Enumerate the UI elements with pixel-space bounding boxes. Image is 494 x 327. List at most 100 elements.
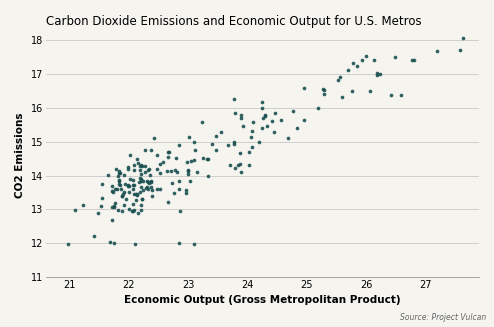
Point bbox=[98, 196, 106, 201]
Point bbox=[132, 197, 140, 202]
Point bbox=[184, 171, 192, 176]
Point bbox=[126, 153, 134, 158]
Point bbox=[259, 115, 267, 121]
Point bbox=[136, 176, 144, 181]
Point bbox=[362, 53, 370, 58]
Point bbox=[373, 70, 381, 75]
Point bbox=[375, 71, 383, 77]
Point bbox=[433, 48, 441, 53]
Point bbox=[130, 162, 138, 167]
Point bbox=[268, 119, 276, 124]
Point bbox=[236, 161, 244, 166]
Point bbox=[137, 208, 145, 213]
Point bbox=[124, 164, 132, 170]
Point bbox=[167, 168, 175, 173]
Point bbox=[237, 115, 245, 120]
Point bbox=[118, 194, 126, 199]
Point bbox=[113, 187, 121, 192]
Point bbox=[338, 95, 346, 100]
Point bbox=[204, 156, 211, 162]
Point bbox=[121, 173, 128, 178]
Point bbox=[153, 186, 161, 192]
Point bbox=[125, 183, 133, 189]
Point bbox=[118, 186, 125, 192]
Point bbox=[349, 89, 357, 94]
Point bbox=[135, 167, 143, 173]
Point bbox=[231, 142, 239, 147]
Point bbox=[271, 110, 279, 115]
Point bbox=[110, 204, 118, 209]
Point bbox=[157, 171, 165, 176]
Point bbox=[136, 189, 144, 194]
Point bbox=[137, 176, 145, 181]
Point bbox=[150, 135, 158, 140]
Point bbox=[109, 183, 117, 189]
Point bbox=[111, 203, 119, 208]
Point bbox=[247, 134, 254, 140]
Point bbox=[115, 173, 123, 178]
Point bbox=[125, 206, 133, 212]
Point bbox=[94, 211, 102, 216]
Point bbox=[122, 196, 130, 201]
Point bbox=[139, 178, 147, 183]
Point bbox=[300, 117, 308, 122]
Point bbox=[248, 128, 256, 133]
Point bbox=[319, 87, 327, 92]
Point bbox=[141, 147, 149, 153]
Point bbox=[204, 157, 211, 162]
Point bbox=[187, 159, 195, 164]
Point bbox=[129, 178, 137, 183]
Point bbox=[118, 193, 126, 198]
Point bbox=[124, 184, 131, 189]
Point bbox=[112, 200, 120, 206]
Point bbox=[164, 199, 172, 204]
Point bbox=[261, 113, 269, 119]
Point bbox=[261, 112, 269, 117]
Point bbox=[142, 185, 150, 191]
Point bbox=[106, 239, 114, 244]
Point bbox=[115, 182, 123, 187]
Point bbox=[143, 179, 151, 184]
Point bbox=[141, 169, 149, 175]
Point bbox=[249, 119, 257, 124]
Point bbox=[212, 147, 220, 153]
Point bbox=[225, 143, 233, 148]
Point bbox=[137, 179, 145, 184]
Point bbox=[130, 182, 138, 187]
Point bbox=[372, 73, 380, 78]
Point bbox=[277, 117, 285, 123]
Point bbox=[137, 172, 145, 177]
Point bbox=[138, 197, 146, 202]
Point bbox=[119, 191, 127, 196]
Point bbox=[387, 93, 395, 98]
Point bbox=[132, 192, 140, 197]
Text: Source: Project Vulcan: Source: Project Vulcan bbox=[400, 313, 487, 322]
Point bbox=[231, 165, 239, 170]
Point bbox=[129, 208, 137, 214]
Point bbox=[156, 187, 164, 192]
Point bbox=[90, 234, 98, 239]
Point bbox=[336, 75, 344, 80]
Point bbox=[114, 208, 122, 213]
Point bbox=[239, 123, 247, 128]
Point bbox=[211, 134, 219, 139]
Point bbox=[137, 202, 145, 208]
Point bbox=[112, 166, 120, 171]
Point bbox=[138, 196, 146, 201]
Point bbox=[217, 129, 225, 134]
Point bbox=[128, 209, 136, 214]
Point bbox=[358, 58, 366, 63]
Point bbox=[248, 145, 256, 150]
Point bbox=[132, 192, 140, 197]
Point bbox=[184, 168, 192, 173]
Point bbox=[289, 109, 297, 114]
Point bbox=[109, 217, 117, 222]
Point bbox=[124, 166, 131, 171]
Point bbox=[182, 188, 190, 193]
Point bbox=[231, 110, 239, 115]
Point bbox=[234, 163, 242, 168]
Point bbox=[204, 174, 212, 179]
Point bbox=[168, 181, 176, 186]
Point bbox=[408, 58, 415, 63]
Point bbox=[108, 205, 116, 210]
